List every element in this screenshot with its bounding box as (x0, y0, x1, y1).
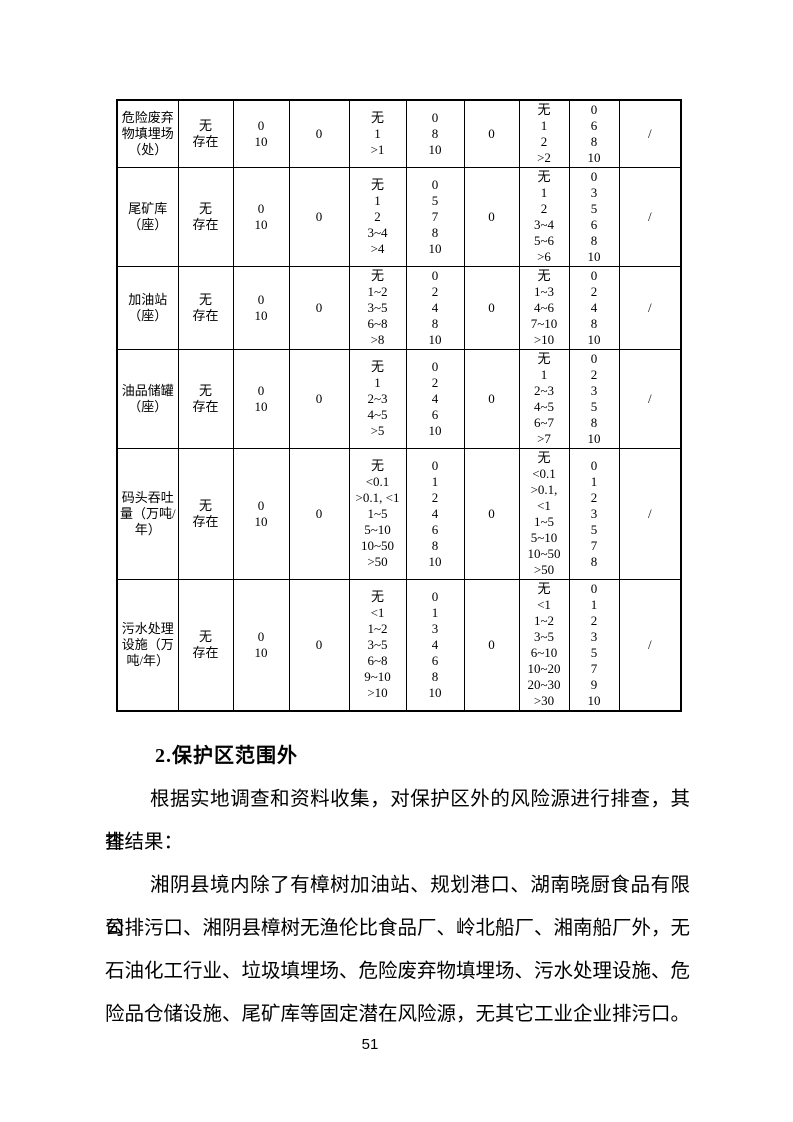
section-heading: 2.保护区范围外 (155, 745, 298, 767)
table-cell: 无 1~3 4~6 7~10 >10 (518, 266, 570, 350)
table-cell: 无 存在 (177, 167, 234, 267)
table-cell: 0 2 4 8 10 (568, 266, 620, 350)
risk-scoring-table: 危险废弃 物填埋场 （处） 无 存在 0 10 0 无 1 >1 0 8 10 … (116, 99, 682, 712)
table-cell: 无 1 2 >2 (518, 99, 570, 168)
table-cell: 0 10 (232, 266, 290, 350)
table-cell: 0 10 (232, 99, 290, 168)
table-cell: 0 2 4 8 10 (405, 266, 465, 350)
table-cell: 0 (288, 99, 350, 168)
table-cell: 油品储罐 （座） (116, 349, 179, 449)
table-cell: 无 <1 1~2 3~5 6~10 10~20 20~30 >30 (518, 579, 570, 712)
table-cell: 无 1~2 3~5 6~8 >8 (348, 266, 407, 350)
paragraph-line: 险品仓储设施、尾矿库等固定潜在风险源，无其它工业企业排污口。 (105, 1004, 691, 1025)
table-cell: 0 1 2 3 5 7 8 (568, 448, 620, 580)
table-cell: 0 (463, 266, 520, 350)
table-cell: 0 (463, 579, 520, 712)
table-cell: 0 8 10 (405, 99, 465, 168)
table-cell: 0 6 8 10 (568, 99, 620, 168)
table-cell: / (618, 167, 682, 267)
table-row-oil-storage-tank: 油品储罐 （座） 无 存在 0 10 0 无 1 2~3 4~5 >5 0 2 … (116, 349, 682, 449)
table-cell: 无 <0.1 >0.1, <1 1~5 5~10 10~50 >50 (348, 448, 407, 580)
table-cell: 无 1 2 3~4 5~6 >6 (518, 167, 570, 267)
table-cell: 0 (288, 167, 350, 267)
body-text-block: 2.保护区范围外 根据实地调查和资料收集，对保护区外的风险源进行排查，其排 查结… (105, 735, 690, 1036)
table-cell: 无 存在 (177, 579, 234, 712)
table-cell: 无 存在 (177, 99, 234, 168)
table-cell: 无 1 2 3~4 >4 (348, 167, 407, 267)
table-row-gas-station: 加油站 （座） 无 存在 0 10 0 无 1~2 3~5 6~8 >8 0 2… (116, 266, 682, 350)
table-cell: 0 3 5 6 8 10 (568, 167, 620, 267)
table-cell: / (618, 266, 682, 350)
table-cell: 0 (463, 448, 520, 580)
table-cell: 0 10 (232, 448, 290, 580)
table-row-sewage-treatment: 污水处理 设施（万 吨/年） 无 存在 0 10 0 无 <1 1~2 3~5 … (116, 579, 682, 712)
table-cell: / (618, 99, 682, 168)
table-cell: 码头吞吐 量（万吨/ 年） (116, 448, 179, 580)
table-cell: 0 (463, 349, 520, 449)
table-cell: 0 2 4 6 10 (405, 349, 465, 449)
table-cell: 0 5 7 8 10 (405, 167, 465, 267)
table-cell: 加油站 （座） (116, 266, 179, 350)
table-cell: 无 <0.1 >0.1, <1 1~5 5~10 10~50 >50 (518, 448, 570, 580)
table-cell: 无 1 2~3 4~5 6~7 >7 (518, 349, 570, 449)
table-cell: 无 <1 1~2 3~5 6~8 9~10 >10 (348, 579, 407, 712)
table-cell: / (618, 448, 682, 580)
table-cell: 无 1 2~3 4~5 >5 (348, 349, 407, 449)
table-cell: 0 10 (232, 167, 290, 267)
paragraph-line: 司排污口、湘阴县樟树无渔伦比食品厂、岭北船厂、湘南船厂外，无 (105, 918, 691, 939)
table-cell: 0 1 2 3 5 7 9 10 (568, 579, 620, 712)
paragraph-line: 查结果： (105, 832, 184, 853)
table-cell: / (618, 349, 682, 449)
table-cell: 0 (463, 167, 520, 267)
table-cell: 危险废弃 物填埋场 （处） (116, 99, 179, 168)
table-row-hazardous-waste-landfill: 危险废弃 物填埋场 （处） 无 存在 0 10 0 无 1 >1 0 8 10 … (116, 99, 682, 168)
table-cell: 无 存在 (177, 266, 234, 350)
table-cell: 0 (288, 349, 350, 449)
table-row-tailings-pond: 尾矿库 （座） 无 存在 0 10 0 无 1 2 3~4 >4 0 5 7 8… (116, 167, 682, 267)
table-cell: 0 10 (232, 579, 290, 712)
paragraph-line: 石油化工行业、垃圾填埋场、危险废弃物填埋场、污水处理设施、危 (105, 961, 691, 982)
table-cell: 尾矿库 （座） (116, 167, 179, 267)
table-cell: 0 (463, 99, 520, 168)
table-cell: 0 1 3 4 6 8 10 (405, 579, 465, 712)
table-cell: 无 1 >1 (348, 99, 407, 168)
table-cell: 0 (288, 266, 350, 350)
table-cell: 无 存在 (177, 448, 234, 580)
table-cell: 0 1 2 4 6 8 10 (405, 448, 465, 580)
table-cell: 0 10 (232, 349, 290, 449)
table-cell: 0 2 3 5 8 10 (568, 349, 620, 449)
table-cell: 无 存在 (177, 349, 234, 449)
table-row-wharf-throughput: 码头吞吐 量（万吨/ 年） 无 存在 0 10 0 无 <0.1 >0.1, <… (116, 448, 682, 580)
table-cell: 0 (288, 579, 350, 712)
table-cell: 污水处理 设施（万 吨/年） (116, 579, 179, 712)
table-cell: 0 (288, 448, 350, 580)
paragraph-line: 根据实地调查和资料收集，对保护区外的风险源进行排查，其排 (105, 789, 690, 853)
page-number: 51 (361, 1036, 379, 1053)
paragraph-line: 湘阴县境内除了有樟树加油站、规划港口、湖南晓厨食品有限公 (105, 875, 690, 939)
table-cell: / (618, 579, 682, 712)
